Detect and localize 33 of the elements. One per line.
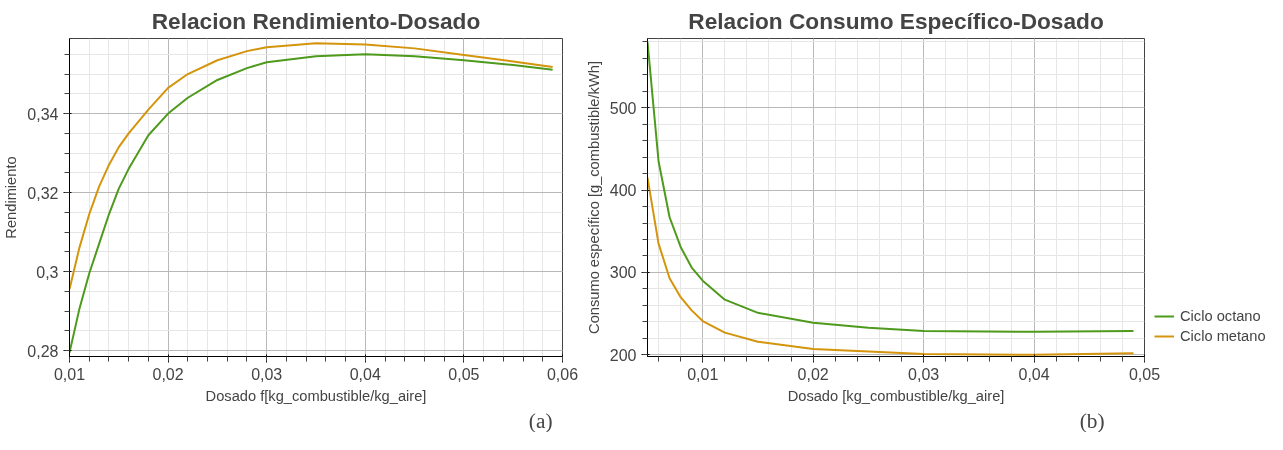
x-axis-title: Dosado f[kg_combustible/kg_aire] bbox=[205, 387, 427, 404]
x-tick-label: 0,06 bbox=[546, 365, 579, 383]
chart-title: Relacion Rendimiento-Dosado bbox=[151, 7, 481, 34]
y-tick-label: 0,34 bbox=[27, 105, 59, 123]
x-tick-label: 0,04 bbox=[1018, 365, 1050, 383]
line-series bbox=[647, 40, 1135, 333]
y-axis-title: Consumo específico [g_combustible/kWh] bbox=[585, 61, 602, 334]
line-series bbox=[69, 42, 554, 291]
line-series bbox=[69, 53, 554, 354]
legend-label: Ciclo octano bbox=[1180, 308, 1261, 324]
x-tick-label: 0,02 bbox=[797, 365, 829, 383]
x-tick-label: 0,05 bbox=[448, 365, 480, 383]
y-tick-label: 500 bbox=[609, 99, 637, 117]
chart-title: Relacion Consumo Específico-Dosado bbox=[688, 7, 1104, 34]
y-tick-label: 0,32 bbox=[27, 184, 59, 202]
x-tick-label: 0,03 bbox=[908, 365, 940, 383]
legend-label: Ciclo metano bbox=[1180, 328, 1266, 344]
y-axis-title: Rendimiento bbox=[3, 156, 20, 239]
y-tick-label: 0,28 bbox=[27, 342, 59, 360]
line-series bbox=[647, 176, 1135, 356]
x-tick-label: 0,05 bbox=[1128, 365, 1161, 383]
x-tick-label: 0,02 bbox=[152, 365, 184, 383]
x-tick-label: 0,01 bbox=[687, 365, 719, 383]
y-tick-label: 200 bbox=[609, 346, 637, 364]
x-tick-label: 0,04 bbox=[349, 365, 381, 383]
text: (b) bbox=[1079, 408, 1105, 433]
x-axis-title: Dosado [kg_combustible/kg_aire] bbox=[787, 387, 1005, 404]
y-tick-label: 400 bbox=[609, 182, 637, 200]
x-tick-label: 0,03 bbox=[251, 365, 283, 383]
text: (a) bbox=[528, 408, 553, 433]
y-tick-label: 0,3 bbox=[36, 263, 59, 281]
y-tick-label: 300 bbox=[609, 264, 637, 282]
x-tick-label: 0,01 bbox=[53, 365, 86, 383]
